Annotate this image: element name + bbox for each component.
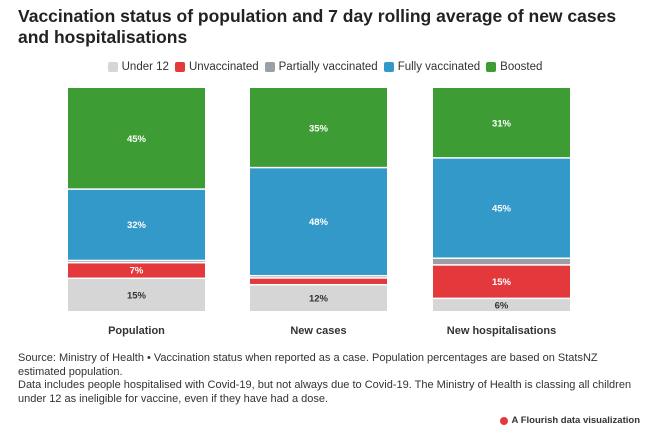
flourish-logo-icon	[499, 416, 508, 425]
data-label-population-fully-vaccinated: 32%	[127, 220, 147, 231]
legend-item-unvaccinated[interactable]: Unvaccinated	[174, 61, 259, 73]
bar-new-cases-fully-vaccinated[interactable]	[250, 168, 387, 275]
bar-population-partially-vaccinated[interactable]	[68, 261, 205, 262]
credit-text: A Flourish data visualization	[511, 415, 640, 426]
stacked-bar-chart: 15% 7% 32% 45% Population 12% 48% 35% New cases 6…	[68, 88, 570, 337]
legend-swatch-under-12	[107, 62, 118, 72]
data-note: Data includes people hospitalised with C…	[18, 379, 632, 405]
bar-new-cases-under-12[interactable]	[250, 285, 387, 311]
data-label-population-under-12: 15%	[127, 290, 147, 301]
data-label-new-cases-fully-vaccinated: 48%	[309, 217, 329, 228]
bar-new-hospitalisations-under-12[interactable]	[433, 299, 570, 311]
bar-new-hospitalisations-boosted[interactable]	[433, 88, 570, 158]
bar-new-hospitalisations-fully-vaccinated[interactable]	[433, 158, 570, 258]
legend-item-boosted[interactable]: Boosted	[486, 61, 542, 73]
data-label-new-hospitalisations-under-12: 6%	[495, 300, 509, 311]
data-label-new-hospitalisations-fully-vaccinated: 45%	[492, 203, 512, 214]
chart-title: Vaccination status of population and 7 d…	[18, 6, 617, 47]
legend-item-partially-vaccinated[interactable]: Partially vaccinated	[264, 61, 378, 73]
legend: Under 12 Unvaccinated Partially vaccinat…	[0, 61, 650, 73]
legend-label-boosted: Boosted	[500, 61, 543, 73]
data-label-new-hospitalisations-boosted: 31%	[492, 119, 512, 130]
legend-label-unvaccinated: Unvaccinated	[188, 61, 259, 73]
source-note: Source: Ministry of Health • Vaccination…	[18, 352, 598, 378]
bar-new-cases-boosted[interactable]	[250, 88, 387, 167]
bar-new-cases-unvaccinated[interactable]	[250, 278, 387, 284]
data-label-new-cases-boosted: 35%	[309, 123, 329, 134]
chart-footer: Source: Ministry of Health • Vaccination…	[18, 352, 633, 406]
bar-population-fully-vaccinated[interactable]	[68, 189, 205, 260]
data-label-population-boosted: 45%	[127, 134, 147, 145]
legend-swatch-fully-vaccinated	[383, 62, 394, 72]
legend-item-under-12[interactable]: Under 12	[107, 61, 169, 73]
flourish-credit[interactable]: A Flourish data visualization	[499, 415, 640, 426]
legend-swatch-partially-vaccinated	[264, 62, 275, 72]
bar-population-unvaccinated[interactable]	[68, 263, 205, 278]
data-label-new-cases-under-12: 12%	[309, 293, 329, 304]
data-label-population-unvaccinated: 7%	[130, 266, 144, 277]
category-label-population: Population	[108, 325, 165, 337]
data-label-new-hospitalisations-unvaccinated: 15%	[492, 277, 512, 288]
bar-population-under-12[interactable]	[68, 279, 205, 311]
legend-swatch-unvaccinated	[174, 62, 185, 72]
bar-new-hospitalisations-partially-vaccinated[interactable]	[433, 258, 570, 265]
bar-new-hospitalisations-unvaccinated[interactable]	[433, 265, 570, 298]
category-label-new-cases: New cases	[290, 325, 346, 337]
bar-new-cases-partially-vaccinated[interactable]	[250, 276, 387, 278]
bar-population-boosted[interactable]	[68, 88, 205, 189]
category-label-new-hospitalisations: New hospitalisations	[447, 325, 556, 337]
legend-item-fully-vaccinated[interactable]: Fully vaccinated	[383, 61, 481, 73]
legend-label-under-12: Under 12	[121, 61, 169, 73]
legend-label-fully-vaccinated: Fully vaccinated	[397, 61, 481, 73]
legend-label-partially-vaccinated: Partially vaccinated	[278, 61, 378, 73]
legend-swatch-boosted	[486, 62, 497, 72]
